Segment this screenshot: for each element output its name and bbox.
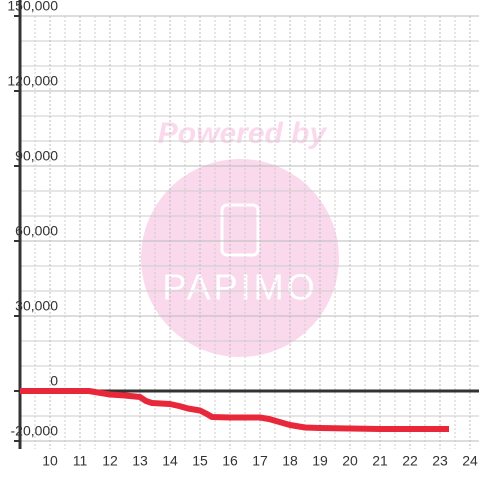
watermark-circle bbox=[141, 159, 339, 357]
x-tick-label: 22 bbox=[402, 453, 418, 469]
y-tick-label: 90,000 bbox=[15, 148, 58, 164]
x-tick-label: 21 bbox=[372, 453, 388, 469]
x-tick-label: 14 bbox=[162, 453, 178, 469]
x-tick-label: 12 bbox=[102, 453, 118, 469]
y-tick-label: -20,000 bbox=[11, 423, 59, 439]
watermark: Powered by PAPIMO bbox=[141, 117, 339, 357]
y-tick-label: 60,000 bbox=[15, 223, 58, 239]
y-tick-label: 30,000 bbox=[15, 298, 58, 314]
line bbox=[20, 388, 449, 432]
y-tick-label: 150,000 bbox=[7, 0, 58, 14]
x-tick-label: 11 bbox=[73, 453, 88, 469]
x-tick-label: 23 bbox=[432, 453, 448, 469]
x-tick-label: 20 bbox=[342, 453, 358, 469]
x-tick-label: 17 bbox=[252, 453, 268, 469]
x-tick-label: 19 bbox=[312, 453, 328, 469]
y-tick-label: 120,000 bbox=[7, 73, 58, 89]
x-tick-label: 24 bbox=[462, 453, 478, 469]
x-tick-label: 15 bbox=[192, 453, 208, 469]
watermark-text: Powered by bbox=[158, 117, 328, 150]
x-tick-label: 10 bbox=[42, 453, 58, 469]
x-tick-label: 18 bbox=[282, 453, 298, 469]
watermark-text: PAPIMO bbox=[162, 267, 317, 308]
x-tick-label: 16 bbox=[222, 453, 238, 469]
watermark-icon bbox=[220, 203, 260, 257]
x-tick-label: 13 bbox=[132, 453, 148, 469]
y-tick-label: 0 bbox=[50, 373, 58, 389]
